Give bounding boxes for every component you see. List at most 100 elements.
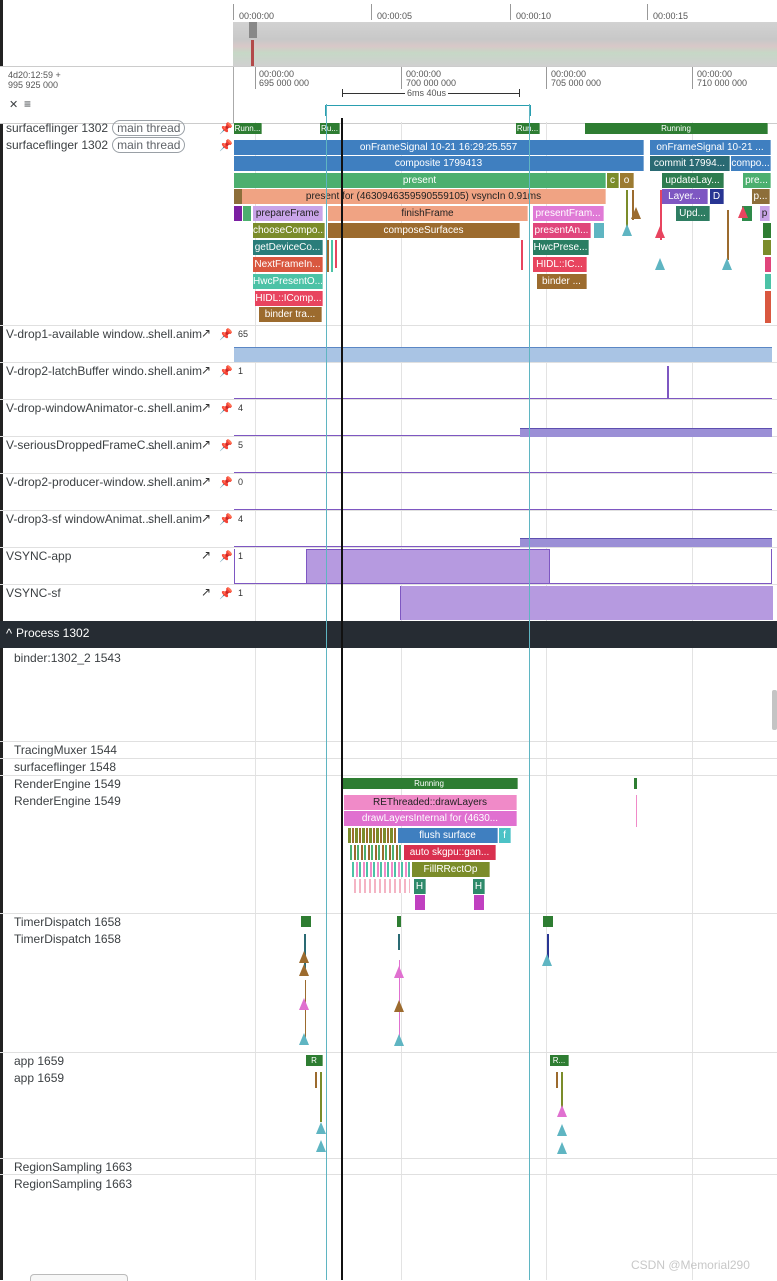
flow-arrow-icon[interactable] <box>299 998 309 1010</box>
graph-icon[interactable]: ↗ <box>201 511 212 525</box>
slice-drawlayersinternal[interactable]: drawLayersInternal for (4630... <box>344 811 517 826</box>
counter-area[interactable] <box>234 472 772 473</box>
bottom-panel-tab[interactable] <box>30 1274 128 1281</box>
graph-icon[interactable]: ↗ <box>201 363 212 377</box>
overview-timeline[interactable]: 00:00:00 00:00:05 00:00:10 00:00:15 <box>233 0 777 66</box>
time-tick-1-bottom: 700 000 000 <box>406 78 457 88</box>
flow-arrow-icon[interactable] <box>655 226 665 238</box>
slice-h[interactable]: H <box>414 879 426 894</box>
counter-area[interactable] <box>234 509 772 510</box>
app-state-running[interactable]: R <box>306 1055 323 1066</box>
slice-nextframeinterval[interactable]: NextFrameIn... <box>253 257 323 272</box>
flow-arrow-icon[interactable] <box>316 1122 326 1134</box>
slice-present-2[interactable]: pre... <box>743 173 771 188</box>
slice-present-for[interactable]: present for (4630946359590559105) vsyncI… <box>242 189 606 204</box>
flow-arrow-icon[interactable] <box>316 1140 326 1152</box>
flow-arrow-icon[interactable] <box>394 966 404 978</box>
slice-p[interactable]: p... <box>752 189 770 204</box>
flow-arrow-icon[interactable] <box>394 1034 404 1046</box>
slice-rethreaded-drawlayers[interactable]: REThreaded::drawLayers <box>344 795 517 810</box>
slice-c[interactable]: c <box>607 173 619 188</box>
slice-binder[interactable]: binder ... <box>537 274 587 289</box>
pin-icon[interactable]: 📌 <box>219 514 233 526</box>
vertical-scrollbar[interactable] <box>772 690 777 730</box>
app-state-running-2[interactable]: R... <box>550 1055 569 1066</box>
collapse-all-icon[interactable]: ✕ <box>9 99 19 111</box>
graph-icon[interactable]: ↗ <box>201 437 212 451</box>
slice-update[interactable]: Upd... <box>676 206 710 221</box>
flow-arrow-icon[interactable] <box>394 1000 404 1012</box>
sf-state-running[interactable]: Runn... <box>234 123 262 134</box>
sort-icon[interactable]: ≡ <box>24 97 32 111</box>
sf-state-running[interactable]: Run... <box>516 123 540 134</box>
flow-arrow-icon[interactable] <box>722 258 732 270</box>
slice-prepareframe[interactable]: prepareFrame <box>253 206 323 221</box>
area-selection-marker[interactable] <box>325 105 531 116</box>
flow-arrow-icon[interactable] <box>557 1142 567 1154</box>
flow-arrow-icon[interactable] <box>542 954 552 966</box>
flow-arrow-icon[interactable] <box>557 1105 567 1117</box>
slice-presentandgetreleasefences[interactable]: presentAn... <box>533 223 591 238</box>
graph-icon[interactable]: ↗ <box>201 400 212 414</box>
flow-arrow-icon[interactable] <box>622 224 632 236</box>
slice-updatelayers[interactable]: updateLay... <box>662 173 724 188</box>
pin-icon[interactable]: 📌 <box>219 366 233 378</box>
slice-hidl-icomposer-2[interactable]: HIDL::IComp... <box>255 291 323 306</box>
flow-arrow-icon[interactable] <box>299 951 309 963</box>
time-cursor[interactable] <box>341 118 343 1280</box>
pin-icon[interactable]: 📌 <box>219 551 233 563</box>
slice-h-2[interactable]: H <box>473 879 485 894</box>
sf-track-pin-1[interactable]: 📌 <box>219 123 233 135</box>
graph-icon[interactable]: ↗ <box>201 326 212 340</box>
graph-icon[interactable]: ↗ <box>201 548 212 562</box>
flow-arrow-icon[interactable] <box>557 1124 567 1136</box>
slice-skgpu-ganesh[interactable]: auto skgpu::gan... <box>404 845 496 860</box>
sf-state-running[interactable]: Running <box>585 123 768 134</box>
flow-arrow-icon[interactable] <box>299 964 309 976</box>
re-state-running[interactable]: Running <box>341 778 518 789</box>
flow-arrow-icon[interactable] <box>655 258 665 270</box>
pin-icon[interactable]: 📌 <box>219 403 233 415</box>
graph-icon[interactable]: ↗ <box>201 585 212 599</box>
sf-track-pin-2[interactable]: 📌 <box>219 140 233 152</box>
counter-area[interactable] <box>400 586 773 620</box>
slice-commit[interactable]: commit 17994... <box>650 156 730 171</box>
slice-present[interactable]: present <box>234 173 606 188</box>
counter-area[interactable] <box>234 347 772 363</box>
counter-area[interactable] <box>234 546 772 547</box>
slice-d[interactable]: D <box>710 189 724 204</box>
flow-arrow-icon[interactable] <box>631 207 641 219</box>
slice-composesurfaces[interactable]: composeSurfaces <box>328 223 520 238</box>
slice-fillrrectop[interactable]: FillRRectOp <box>412 862 490 877</box>
overview-window-handle[interactable] <box>249 22 257 38</box>
slice-hidl-icomposer[interactable]: HIDL::IC... <box>533 257 587 272</box>
slice-getdevicecomposition[interactable]: getDeviceCo... <box>253 240 323 255</box>
slice-hwcpresent[interactable]: HwcPrese... <box>533 240 589 255</box>
slice-flush-surface[interactable]: flush surface <box>398 828 498 843</box>
slice-p-2[interactable]: p <box>760 206 770 221</box>
slice-layer[interactable]: Layer... <box>662 189 708 204</box>
pin-icon[interactable]: 📌 <box>219 477 233 489</box>
slice-finishframe[interactable]: finishFrame <box>328 206 528 221</box>
sf-state-running[interactable]: Ru... <box>320 123 340 134</box>
counter-area[interactable] <box>234 435 772 436</box>
expand-caret-icon[interactable]: ^ <box>6 626 13 641</box>
slice-f[interactable]: f <box>499 828 511 843</box>
pin-icon[interactable]: 📌 <box>219 440 233 452</box>
pin-icon[interactable]: 📌 <box>219 329 233 341</box>
slice-binder-transaction[interactable]: binder tra... <box>259 307 322 322</box>
graph-icon[interactable]: ↗ <box>201 474 212 488</box>
slice-o[interactable]: o <box>620 173 634 188</box>
slice-onframesignal[interactable]: onFrameSignal 10-21 16:29:25.557 <box>234 140 644 155</box>
slice-hwcpresentorvalidate[interactable]: HwcPresentO... <box>253 274 323 289</box>
flow-arrow-icon[interactable] <box>738 206 748 218</box>
counter-area[interactable] <box>234 398 772 399</box>
slice-onframesignal-2[interactable]: onFrameSignal 10-21 ... <box>650 140 771 155</box>
slice-composite[interactable]: composite 1799413 <box>234 156 644 171</box>
process-header[interactable]: ^ Process 1302 <box>0 621 777 648</box>
flow-arrow-icon[interactable] <box>299 1033 309 1045</box>
slice-composite-2[interactable]: compo... <box>731 156 771 171</box>
slice-presentframe[interactable]: presentFram... <box>533 206 604 221</box>
slice-choosecomposition[interactable]: chooseCompo... <box>253 223 325 238</box>
pin-icon[interactable]: 📌 <box>219 588 233 600</box>
